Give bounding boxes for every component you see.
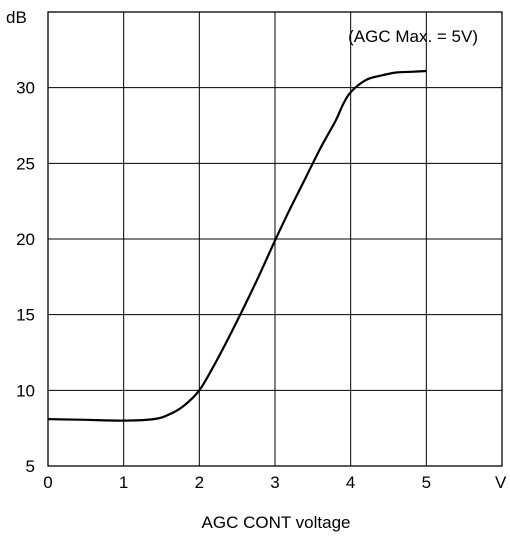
- gain-curve: [47, 69, 427, 422]
- x-unit-label: V: [495, 473, 507, 492]
- x-tick-label: 2: [195, 473, 204, 492]
- y-tick-label: 20: [16, 230, 35, 249]
- x-tick-label: 4: [346, 473, 355, 492]
- x-tick-label: 3: [270, 473, 279, 492]
- x-tick-label: 1: [119, 473, 128, 492]
- y-tick-label: 25: [16, 154, 35, 173]
- x-tick-label: 5: [422, 473, 431, 492]
- tick-labels: 0 1 2 3 4 5 5 10 15 20 25 30: [16, 79, 431, 492]
- y-unit-label: dB: [6, 8, 27, 27]
- x-axis-title: AGC CONT voltage: [202, 513, 351, 532]
- y-tick-label: 30: [16, 79, 35, 98]
- x-tick-label: 0: [43, 473, 52, 492]
- y-tick-label: 10: [16, 381, 35, 400]
- chart-annotation: (AGC Max. = 5V): [348, 27, 478, 46]
- series-layer: [47, 69, 427, 422]
- y-tick-label: 5: [26, 457, 35, 476]
- plot-frame: [47, 11, 503, 467]
- grid-lines: [48, 12, 502, 466]
- y-tick-label: 15: [16, 306, 35, 325]
